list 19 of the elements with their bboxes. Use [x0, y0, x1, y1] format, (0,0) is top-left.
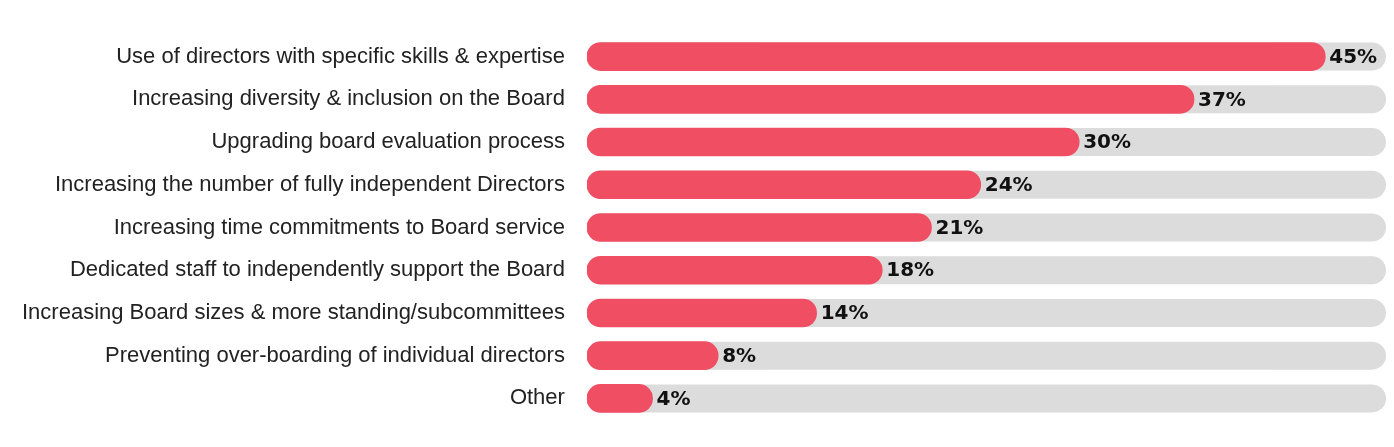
- y-tick-label: Other: [509, 384, 565, 410]
- data-label: 30%: [1083, 129, 1132, 154]
- data-label: 45%: [1329, 43, 1378, 68]
- y-tick-label: Use of directors with specific skills & expertise: [116, 42, 565, 68]
- data-label: 8%: [722, 342, 757, 367]
- bar: [586, 341, 719, 371]
- y-tick-label: Increasing diversity & inclusion on the Board: [132, 85, 565, 111]
- y-tick-label: Increasing Board sizes & more standing/subcommittees: [22, 299, 565, 325]
- data-label: 4%: [656, 385, 691, 410]
- y-tick-label: Dedicated staff to independently support the Board: [69, 256, 565, 282]
- y-tick-label: Upgrading board evaluation process: [211, 128, 565, 154]
- data-label: 24%: [984, 171, 1033, 196]
- y-tick-label: Preventing over-boarding of individual directors: [105, 341, 565, 367]
- data-label: 14%: [820, 300, 869, 325]
- y-tick-label: Increasing the number of fully independent Directors: [54, 170, 565, 196]
- y-tick-label: Increasing time commitments to Board service: [113, 213, 565, 239]
- data-label: 21%: [935, 214, 984, 239]
- data-label: 18%: [886, 257, 935, 282]
- data-label: 37%: [1198, 86, 1246, 111]
